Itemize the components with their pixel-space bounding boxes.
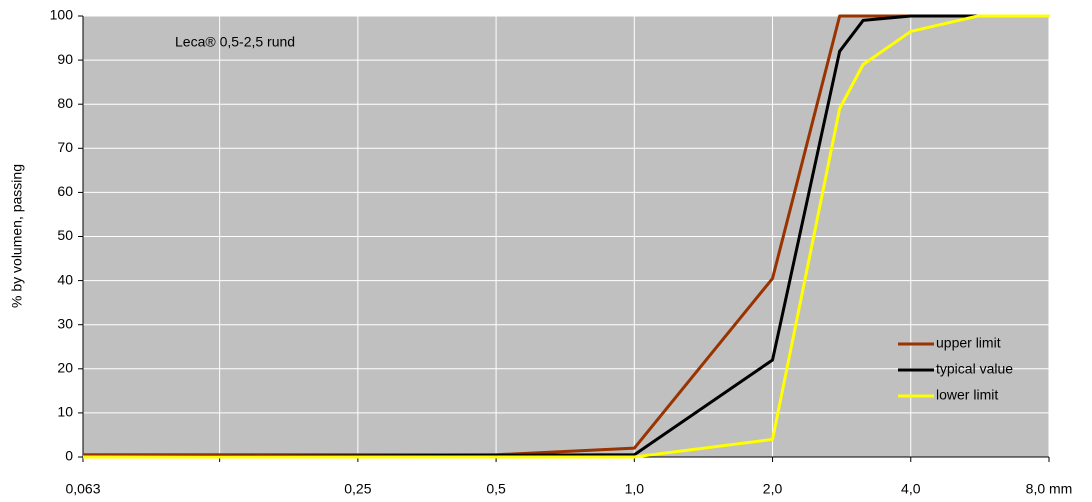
x-tick-label: 4,0 bbox=[901, 481, 921, 497]
y-axis-label: % by volumen, passing bbox=[9, 164, 25, 308]
y-tick-label: 50 bbox=[57, 227, 73, 243]
x-tick-label: 0,5 bbox=[486, 481, 506, 497]
series-line bbox=[83, 14, 1049, 459]
annotation: Leca® 0,5-2,5 rund bbox=[175, 34, 295, 50]
y-tick-label: 60 bbox=[57, 183, 73, 199]
x-tick-label: 0,25 bbox=[344, 481, 371, 497]
legend-label: typical value bbox=[936, 361, 1013, 377]
series-line bbox=[82, 14, 1049, 459]
y-tick-label: 20 bbox=[57, 360, 73, 376]
x-tick-label: 0,063 bbox=[65, 481, 100, 497]
y-tick-label: 70 bbox=[57, 139, 73, 155]
y-tick-label: 10 bbox=[57, 404, 73, 420]
y-tick-label: 40 bbox=[57, 271, 73, 287]
y-tick-label: 80 bbox=[57, 95, 73, 111]
x-tick-label: 1,0 bbox=[625, 481, 645, 497]
legend-label: upper limit bbox=[936, 335, 1001, 351]
x-tick-label: 2,0 bbox=[763, 481, 783, 497]
y-tick-label: 30 bbox=[57, 315, 73, 331]
x-tick-label: 8,0 mm bbox=[1026, 481, 1073, 497]
y-tick-label: 90 bbox=[57, 51, 73, 67]
legend-label: lower limit bbox=[936, 387, 998, 403]
y-tick-label: 0 bbox=[65, 448, 73, 464]
y-tick-label: 100 bbox=[50, 7, 74, 23]
